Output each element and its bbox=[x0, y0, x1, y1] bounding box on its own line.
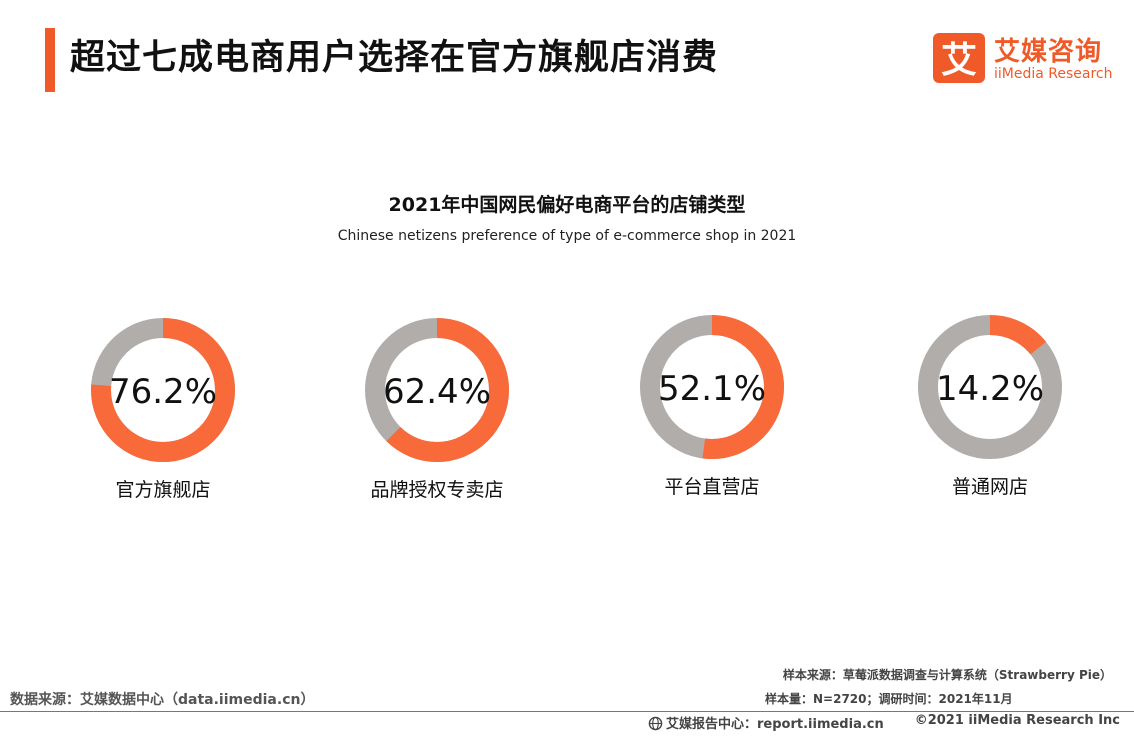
footer-copyright: ©2021 iiMedia Research Inc bbox=[914, 713, 1120, 728]
footer-sample-size: 样本量：N=2720；调研时间：2021年11月 bbox=[765, 692, 1013, 706]
page-title: 超过七成电商用户选择在官方旗舰店消费 bbox=[70, 38, 719, 78]
iimedia-logo[interactable]: 艾 艾媒咨询 iiMedia Research bbox=[933, 33, 1113, 88]
footer-sample-source: 样本来源：草莓派数据调查与计算系统（Strawberry Pie） bbox=[782, 668, 1112, 682]
donut-value-label: 52.1% bbox=[658, 369, 766, 409]
chart-subtitle: Chinese netizens preference of type of e… bbox=[337, 228, 797, 244]
donut-2: 62.4% bbox=[365, 318, 509, 462]
donut-value-label: 76.2% bbox=[109, 372, 217, 412]
footer-data-source: 数据来源：艾媒数据中心（data.iimedia.cn） bbox=[10, 692, 315, 708]
donut-category-label: 普通网店 bbox=[951, 476, 1028, 498]
logo-mark-icon: 艾 bbox=[933, 33, 985, 83]
logo-name-cn: 艾媒咨询 bbox=[994, 37, 1103, 67]
globe-icon bbox=[648, 716, 663, 731]
donut-value-arc bbox=[365, 318, 509, 462]
footer-report-center[interactable]: 艾媒报告中心：report.iimedia.cn bbox=[648, 713, 884, 732]
chart-title: 2021年中国网民偏好电商平台的店铺类型 bbox=[388, 194, 746, 216]
donut-value-arc bbox=[918, 315, 1062, 459]
donut-value-label: 62.4% bbox=[383, 372, 491, 412]
donut-category-label: 官方旗舰店 bbox=[115, 479, 211, 501]
donut-value-arc bbox=[91, 318, 235, 462]
donut-value-arc bbox=[640, 315, 784, 459]
donut-category-label: 品牌授权专卖店 bbox=[370, 479, 504, 501]
donut-4: 14.2% bbox=[918, 315, 1062, 459]
title-accent-bar bbox=[45, 28, 55, 92]
donut-value-label: 14.2% bbox=[936, 369, 1044, 409]
footer-divider bbox=[0, 711, 1134, 712]
logo-name-en: iiMedia Research bbox=[994, 66, 1113, 82]
donut-1: 76.2% bbox=[91, 318, 235, 462]
logo-mark-char: 艾 bbox=[941, 40, 977, 81]
donut-3: 52.1% bbox=[640, 315, 784, 459]
donut-category-label: 平台直营店 bbox=[664, 476, 760, 498]
footer-report-text: 艾媒报告中心：report.iimedia.cn bbox=[666, 717, 884, 732]
